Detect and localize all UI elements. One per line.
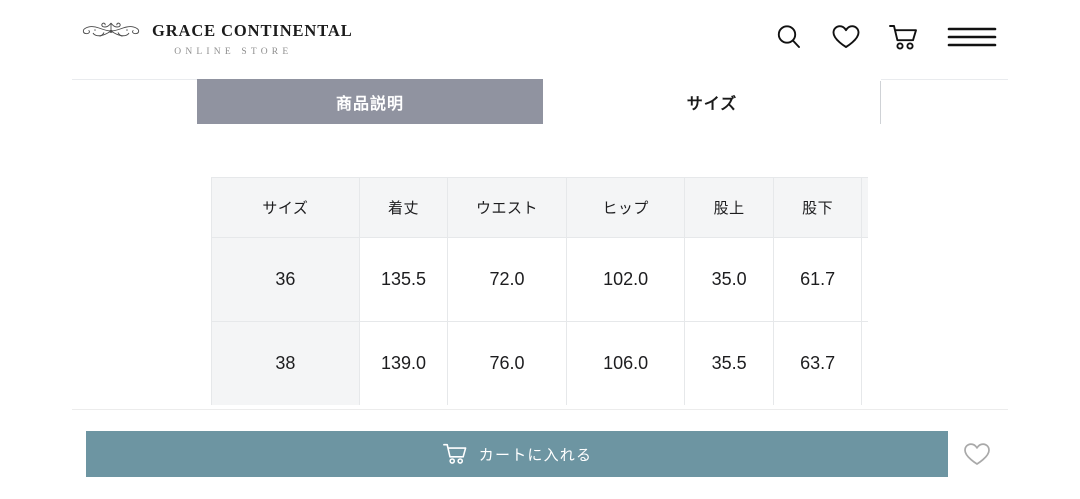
ornament-icon <box>82 22 140 37</box>
table-cell: 63.7 <box>772 321 863 405</box>
logo-row: GRACE CONTINENTAL <box>80 20 353 42</box>
table-cell: 61.7 <box>772 237 863 322</box>
cart-icon[interactable] <box>888 22 920 52</box>
size-table: サイズ 着丈 ウエスト ヒップ 股上 股下 もも周り 36 135.5 72.0… <box>211 177 868 405</box>
heart-icon[interactable] <box>830 22 862 52</box>
tab-description[interactable]: 商品説明 <box>197 79 543 124</box>
header-icon-group <box>774 22 998 52</box>
site-header: GRACE CONTINENTAL ONLINE STORE <box>0 0 1080 80</box>
add-to-cart-button[interactable]: カートに入れる <box>86 431 948 477</box>
table-header-cell: もも周り <box>861 177 868 238</box>
size-table-container[interactable]: サイズ 着丈 ウエスト ヒップ 股上 股下 もも周り 36 135.5 72.0… <box>211 177 868 405</box>
site-logo[interactable]: GRACE CONTINENTAL ONLINE STORE <box>80 20 353 57</box>
table-cell: 71.3 <box>861 321 868 405</box>
cart-icon <box>442 443 467 464</box>
logo-subtext: ONLINE STORE <box>174 47 293 57</box>
table-header-cell: 股下 <box>772 177 863 238</box>
add-to-cart-label: カートに入れる <box>478 446 593 464</box>
table-cell: 35.0 <box>684 237 774 322</box>
table-header-row: サイズ 着丈 ウエスト ヒップ 股上 股下 もも周り <box>211 177 868 238</box>
table-cell: 68.5 <box>861 237 868 322</box>
bottom-divider <box>72 409 1008 410</box>
table-cell: 139.0 <box>358 321 449 405</box>
table-cell: 135.5 <box>358 237 449 322</box>
menu-icon[interactable] <box>946 22 998 52</box>
table-header-cell: 着丈 <box>358 177 449 238</box>
table-header-cell: 股上 <box>684 177 774 238</box>
table-cell: 102.0 <box>565 237 686 322</box>
tab-size[interactable]: サイズ <box>543 79 881 124</box>
wishlist-heart-icon[interactable] <box>962 440 992 468</box>
table-header-cell: ウエスト <box>447 177 567 238</box>
table-header-cell: ヒップ <box>565 177 686 238</box>
product-tabs: 商品説明 サイズ <box>0 79 1080 125</box>
tab-divider <box>880 81 881 124</box>
table-row: 36 135.5 72.0 102.0 35.0 61.7 68.5 <box>211 237 868 322</box>
table-cell: 72.0 <box>447 237 567 322</box>
table-cell: 106.0 <box>565 321 686 405</box>
table-cell: 35.5 <box>684 321 774 405</box>
logo-text: GRACE CONTINENTAL <box>152 21 353 40</box>
table-row: 38 139.0 76.0 106.0 35.5 63.7 71.3 <box>211 321 868 405</box>
table-cell-size: 38 <box>211 321 360 405</box>
table-header-cell: サイズ <box>211 177 360 238</box>
search-icon[interactable] <box>774 22 804 52</box>
table-cell-size: 36 <box>211 237 360 322</box>
table-cell: 76.0 <box>447 321 567 405</box>
